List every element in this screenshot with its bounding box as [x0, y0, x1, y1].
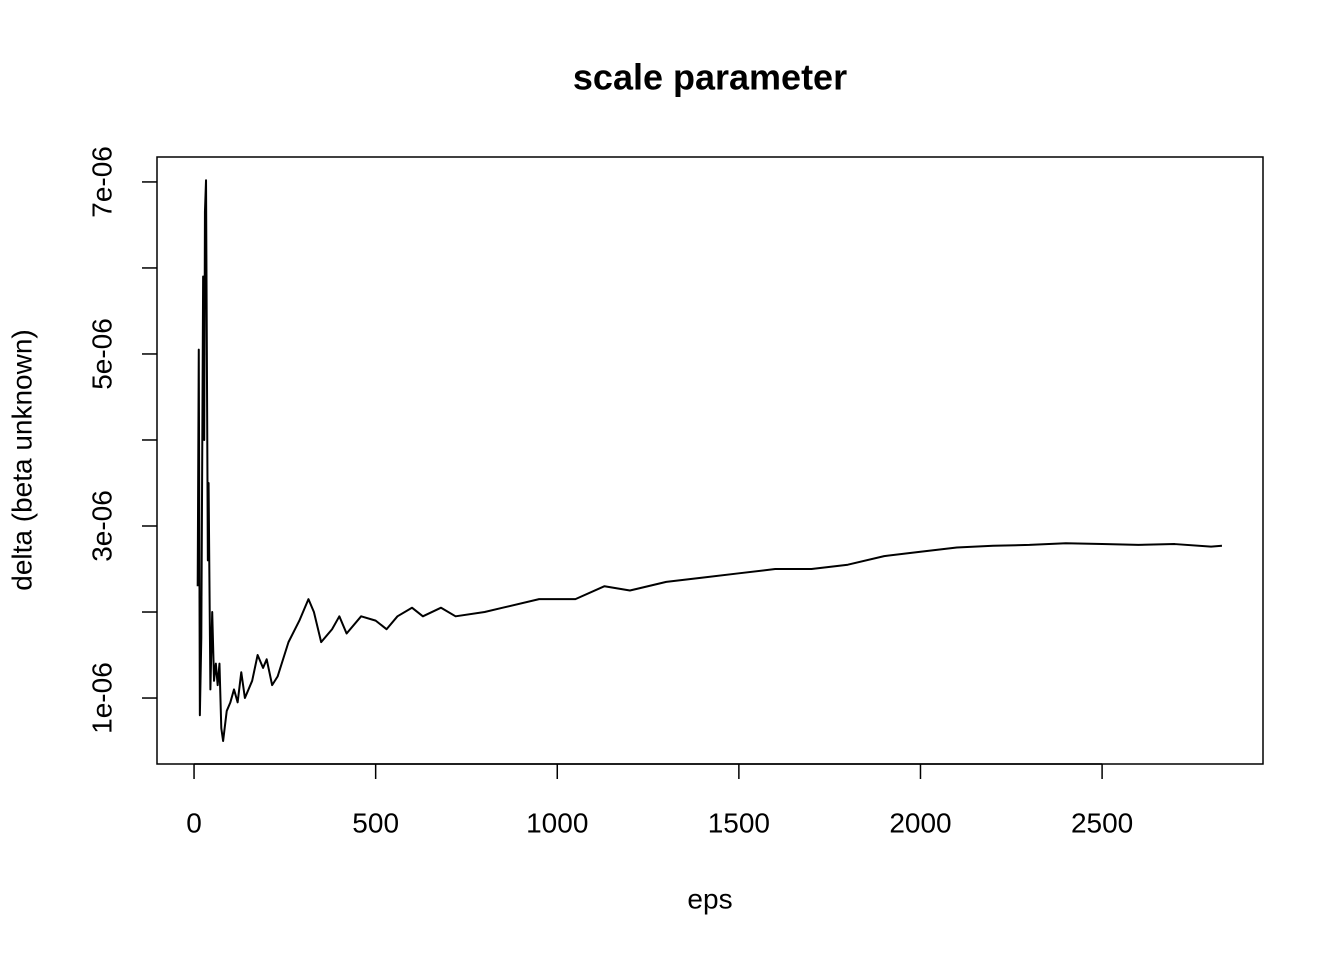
y-tick-label: 7e-06 — [86, 146, 117, 218]
x-tick-label: 2500 — [1071, 807, 1133, 838]
data-line — [196, 179, 1223, 743]
y-tick-label: 1e-06 — [86, 662, 117, 734]
y-axis-label: delta (beta unknown) — [6, 329, 37, 591]
x-tick-label: 0 — [186, 807, 202, 838]
x-axis-label: eps — [687, 883, 732, 914]
plot-box — [156, 156, 1264, 765]
y-tick-label: 3e-06 — [86, 490, 117, 562]
chart-title: scale parameter — [573, 57, 847, 98]
x-tick-label: 1500 — [708, 807, 770, 838]
y-tick-label: 5e-06 — [86, 318, 117, 390]
x-tick-label: 2000 — [889, 807, 951, 838]
x-tick-label: 500 — [352, 807, 399, 838]
x-tick-label: 1000 — [526, 807, 588, 838]
